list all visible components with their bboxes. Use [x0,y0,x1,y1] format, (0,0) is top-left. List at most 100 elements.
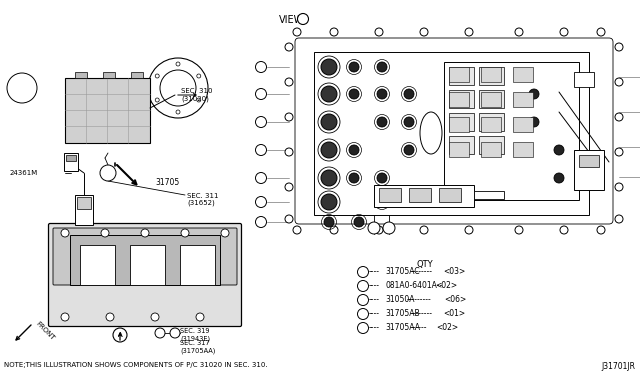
Bar [66,155,76,161]
Text: ----: ---- [369,295,380,305]
Bar [479,90,504,108]
Circle shape [554,145,564,155]
Text: <06>: <06> [444,295,466,305]
Circle shape [196,74,201,78]
Circle shape [321,142,337,158]
Text: c: c [259,148,263,153]
Bar [481,117,501,132]
Circle shape [330,28,338,36]
Circle shape [285,183,293,191]
Text: J31701JR: J31701JR [601,362,635,371]
Circle shape [156,74,159,78]
Bar [314,52,589,215]
Text: 31050A: 31050A [385,295,415,305]
Circle shape [597,28,605,36]
Text: 31705AB: 31705AB [385,310,420,318]
Circle shape [181,229,189,237]
Text: FRONT: FRONT [35,321,56,342]
Circle shape [465,28,473,36]
Text: b: b [361,283,365,289]
Text: <01>: <01> [444,310,466,318]
Circle shape [293,28,301,36]
Circle shape [61,229,69,237]
Bar [513,117,533,132]
Circle shape [324,217,334,227]
Circle shape [321,194,337,210]
Circle shape [321,170,337,186]
Bar [449,117,469,132]
Circle shape [106,313,114,321]
Bar [579,155,599,167]
Circle shape [285,78,293,86]
Bar [479,113,504,131]
Circle shape [615,183,623,191]
Text: d: d [361,311,365,317]
Circle shape [156,98,159,102]
Bar [449,92,469,107]
Circle shape [298,13,308,25]
Circle shape [170,328,180,338]
Circle shape [420,226,428,234]
Circle shape [404,145,414,155]
Circle shape [465,226,473,234]
Circle shape [113,328,127,342]
Bar [479,67,504,85]
Circle shape [377,173,387,183]
Circle shape [615,43,623,51]
Circle shape [285,113,293,121]
Text: <02>: <02> [436,324,458,333]
Circle shape [221,229,229,237]
Text: 31705AA: 31705AA [385,324,420,333]
Text: QTY: QTY [417,260,433,269]
Text: VIEW: VIEW [279,15,304,25]
Circle shape [560,226,568,234]
Text: c: c [361,298,365,302]
Bar [449,136,474,154]
Circle shape [255,196,266,208]
Bar [474,191,504,199]
Text: d: d [387,225,391,231]
Circle shape [597,226,605,234]
Circle shape [293,226,301,234]
Circle shape [196,313,204,321]
Bar [5,183,273,355]
Circle shape [176,110,180,114]
Circle shape [358,295,369,305]
Text: ---------: --------- [406,295,431,305]
Circle shape [255,144,266,155]
Circle shape [404,89,414,99]
Bar [513,92,533,107]
Circle shape [515,226,523,234]
Text: A: A [118,332,122,338]
Circle shape [529,117,539,127]
Text: e: e [361,326,365,330]
Circle shape [615,215,623,223]
Bar [574,150,604,190]
Circle shape [141,229,149,237]
Bar [479,136,504,154]
Bar [130,245,165,285]
Circle shape [615,78,623,86]
Bar [481,142,501,157]
Circle shape [321,59,337,75]
Bar [513,67,533,82]
Circle shape [615,113,623,121]
Bar [131,72,143,78]
PathPatch shape [12,18,188,160]
Bar [64,153,78,171]
Text: SEC. 310
(31020): SEC. 310 (31020) [181,88,212,102]
Bar [70,235,220,285]
Circle shape [285,148,293,156]
Bar [180,245,215,285]
Text: <03>: <03> [444,267,466,276]
Ellipse shape [420,112,442,154]
Bar [103,72,115,78]
Circle shape [255,217,266,228]
Circle shape [101,229,109,237]
Circle shape [420,28,428,36]
Circle shape [285,215,293,223]
Circle shape [377,62,387,72]
Circle shape [377,197,387,207]
Circle shape [196,98,201,102]
Circle shape [358,266,369,278]
